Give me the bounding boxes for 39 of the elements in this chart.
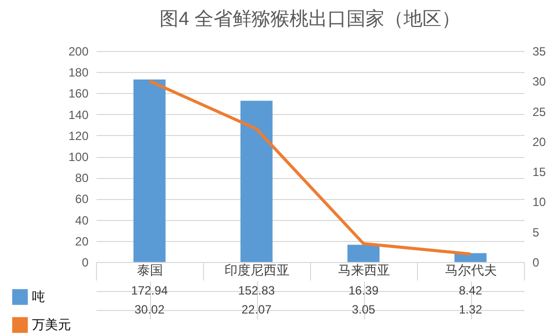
y2-tick-label: 0 <box>532 256 540 270</box>
y-tick-label: 180 <box>68 66 89 80</box>
y-tick-label: 160 <box>68 86 89 101</box>
x-tick-label: 马来西亚 <box>338 262 390 278</box>
x-tick-label: 泰国 <box>137 262 163 278</box>
data-label: 1.32 <box>458 302 482 316</box>
data-label: 16.39 <box>348 284 379 298</box>
y-tick-label: 140 <box>68 108 89 122</box>
x-tick-label: 马尔代夫 <box>445 262 497 278</box>
legend-label: 吨 <box>32 289 45 304</box>
chart-title: 图4 全省鲜猕猴桃出口国家（地区） <box>160 8 460 30</box>
y2-tick-label: 10 <box>532 195 546 210</box>
bar <box>240 100 273 262</box>
data-label: 172.94 <box>131 284 168 298</box>
y2-tick-label: 20 <box>532 134 546 149</box>
legend-label: 万美元 <box>32 317 71 332</box>
y-tick-label: 120 <box>68 128 89 143</box>
bar <box>454 253 487 262</box>
y-tick-label: 200 <box>68 44 89 58</box>
data-label: 8.42 <box>458 284 482 298</box>
bar <box>347 244 380 262</box>
y2-tick-label: 35 <box>532 44 546 58</box>
y-tick-label: 100 <box>68 150 89 164</box>
x-tick-label: 印度尼西亚 <box>224 262 290 278</box>
y2-tick-label: 15 <box>532 165 546 180</box>
y-tick-label: 60 <box>75 192 89 206</box>
y-tick-label: 40 <box>75 213 89 228</box>
data-label: 30.02 <box>134 302 165 316</box>
y2-tick-label: 30 <box>532 74 546 89</box>
y2-tick-label: 5 <box>532 225 540 240</box>
line-series <box>148 80 472 256</box>
y2-tick-label: 25 <box>532 104 546 119</box>
data-label: 3.05 <box>352 302 376 316</box>
y-tick-label: 20 <box>75 234 89 248</box>
y-tick-label: 80 <box>75 171 89 186</box>
data-label: 152.83 <box>238 284 276 298</box>
bar <box>133 80 166 262</box>
y-tick-label: 0 <box>82 256 89 270</box>
data-label: 22.07 <box>241 302 272 316</box>
